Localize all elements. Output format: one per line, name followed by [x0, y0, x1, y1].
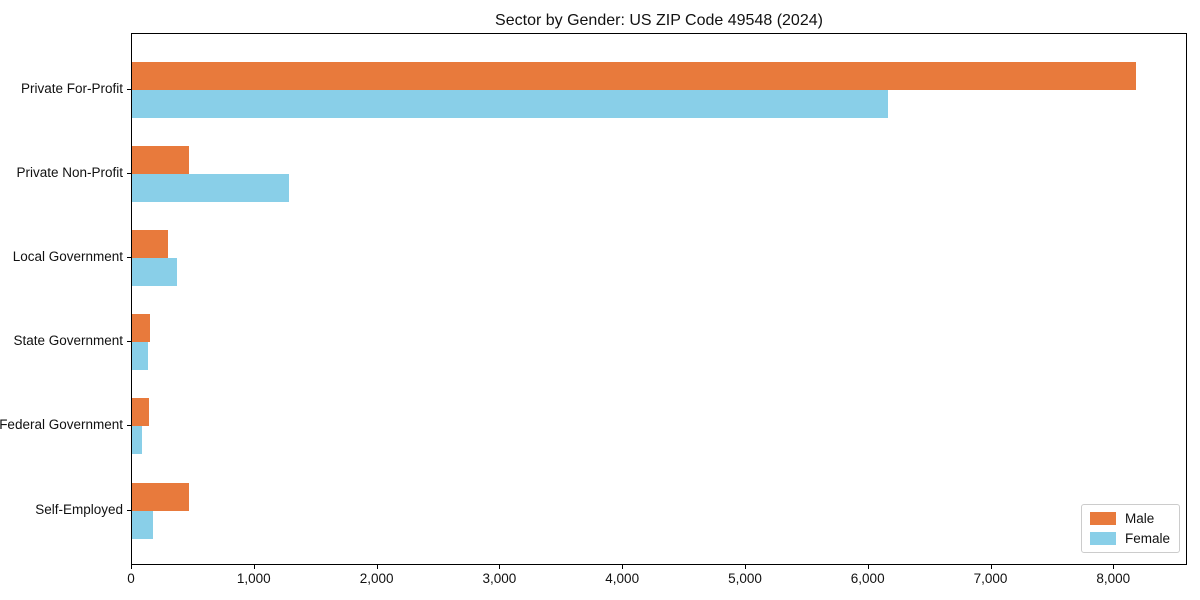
x-tick-label: 0: [127, 571, 135, 586]
legend-label: Male: [1124, 511, 1155, 526]
legend-entry-male: Male: [1089, 511, 1170, 526]
bar-female-0: [132, 89, 889, 118]
category-label: Private For-Profit: [20, 80, 123, 96]
bar-female-5: [132, 510, 153, 539]
bar-male-2: [132, 229, 168, 258]
category-label: Self-Employed: [35, 501, 123, 517]
x-tick-mark: [990, 565, 992, 569]
bar-male-5: [132, 482, 189, 511]
bar-male-0: [132, 61, 1137, 90]
chart-title: Sector by Gender: US ZIP Code 49548 (202…: [495, 12, 823, 29]
x-tick-label: 2,000: [359, 571, 394, 586]
category-label: State Government: [13, 333, 123, 349]
plot-area: Male Female: [131, 33, 1187, 565]
bar-female-3: [132, 342, 148, 371]
x-tick-mark: [253, 565, 255, 569]
legend: Male Female: [1080, 504, 1180, 553]
legend-label: Female: [1124, 531, 1170, 546]
y-tick-mark: [127, 256, 131, 258]
x-tick-label: 8,000: [1096, 571, 1131, 586]
bar-female-1: [132, 173, 290, 202]
y-tick-mark: [127, 425, 131, 427]
x-tick-label: 1,000: [236, 571, 271, 586]
bar-male-3: [132, 314, 151, 343]
y-tick-mark: [127, 509, 131, 511]
legend-swatch-icon: [1089, 532, 1116, 545]
legend-swatch-icon: [1089, 512, 1116, 525]
category-label: Federal Government: [0, 417, 123, 433]
x-tick-label: 5,000: [728, 571, 762, 586]
bar-female-2: [132, 257, 178, 286]
x-tick-mark: [499, 565, 501, 569]
x-tick-label: 4,000: [605, 571, 640, 586]
bar-female-4: [132, 426, 142, 455]
x-tick-mark: [622, 565, 624, 569]
y-tick-mark: [127, 88, 131, 90]
x-tick-label: 3,000: [482, 571, 517, 586]
x-tick-mark: [376, 565, 378, 569]
x-tick-label: 6,000: [850, 571, 885, 586]
x-tick-mark: [867, 565, 869, 569]
bar-male-1: [132, 145, 189, 174]
category-label: Local Government: [12, 248, 123, 264]
x-tick-mark: [745, 565, 746, 569]
x-tick-label: 7,000: [973, 571, 1008, 586]
legend-entry-female: Female: [1089, 531, 1170, 546]
x-tick-mark: [1113, 565, 1115, 569]
bar-male-4: [132, 398, 150, 427]
y-tick-mark: [127, 172, 131, 174]
x-tick-mark: [131, 565, 132, 569]
category-label: Private Non-Profit: [16, 164, 123, 180]
y-tick-mark: [127, 341, 131, 343]
